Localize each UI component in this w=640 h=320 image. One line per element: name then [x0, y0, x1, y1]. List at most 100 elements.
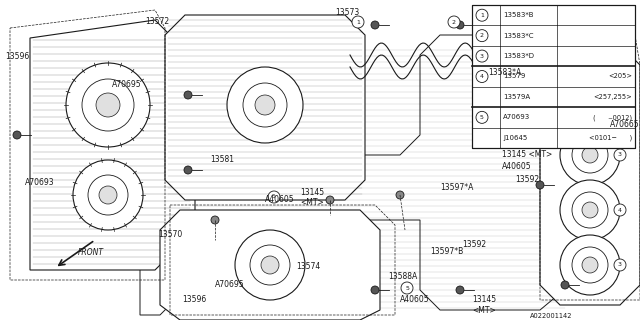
Bar	[472, 5, 635, 148]
Circle shape	[476, 111, 488, 123]
Circle shape	[456, 286, 464, 294]
Text: <MT>: <MT>	[472, 306, 496, 315]
Circle shape	[371, 21, 379, 29]
Text: 13596: 13596	[182, 295, 206, 304]
Text: A70695: A70695	[215, 280, 244, 289]
Text: 13574: 13574	[296, 262, 320, 271]
Text: 2: 2	[480, 33, 484, 38]
Circle shape	[73, 160, 143, 230]
Polygon shape	[165, 15, 365, 200]
Text: 13583*B: 13583*B	[503, 12, 534, 18]
Circle shape	[448, 16, 460, 28]
Circle shape	[582, 147, 598, 163]
Text: 1: 1	[480, 13, 484, 18]
Text: 4: 4	[480, 74, 484, 79]
Circle shape	[560, 180, 620, 240]
Circle shape	[560, 65, 620, 125]
Circle shape	[326, 196, 334, 204]
Text: 13596: 13596	[5, 52, 29, 61]
Text: A70695: A70695	[112, 80, 141, 89]
Circle shape	[88, 175, 128, 215]
Text: <205>: <205>	[608, 74, 632, 79]
Circle shape	[582, 202, 598, 218]
Text: 13579: 13579	[503, 74, 525, 79]
Text: A40605: A40605	[502, 162, 532, 171]
Text: 13592: 13592	[515, 175, 539, 184]
Text: 13573: 13573	[335, 8, 359, 17]
Text: 13597*A: 13597*A	[440, 183, 474, 192]
Circle shape	[255, 95, 275, 115]
Circle shape	[211, 216, 219, 224]
Circle shape	[99, 186, 117, 204]
Circle shape	[82, 79, 134, 131]
Text: 13145: 13145	[472, 295, 496, 304]
Text: A40605: A40605	[400, 295, 429, 304]
Bar	[472, 5, 635, 148]
Circle shape	[572, 192, 608, 228]
Circle shape	[396, 191, 404, 199]
Circle shape	[66, 63, 150, 147]
Circle shape	[250, 245, 290, 285]
Circle shape	[560, 235, 620, 295]
Circle shape	[268, 191, 280, 203]
Circle shape	[352, 16, 364, 28]
Text: 5: 5	[480, 115, 484, 120]
Polygon shape	[540, 45, 640, 305]
Text: 1: 1	[356, 20, 360, 25]
Circle shape	[261, 256, 279, 274]
Circle shape	[561, 66, 569, 74]
Text: A022001142: A022001142	[530, 313, 573, 319]
Text: 3: 3	[618, 153, 622, 157]
Circle shape	[456, 21, 464, 29]
Text: 13583*C: 13583*C	[503, 33, 534, 39]
Circle shape	[96, 93, 120, 117]
Circle shape	[582, 257, 598, 273]
Circle shape	[572, 137, 608, 173]
Circle shape	[227, 67, 303, 143]
Circle shape	[560, 125, 620, 185]
Circle shape	[371, 286, 379, 294]
Polygon shape	[160, 210, 380, 320]
Text: A70693: A70693	[503, 114, 531, 120]
Text: <MT>: <MT>	[300, 198, 324, 207]
Text: 3: 3	[480, 53, 484, 59]
Text: A70693: A70693	[25, 178, 54, 187]
Circle shape	[614, 149, 626, 161]
Circle shape	[476, 9, 488, 21]
Text: 13581: 13581	[210, 155, 234, 164]
Text: <0101−      ): <0101− )	[589, 134, 632, 141]
Circle shape	[614, 204, 626, 216]
Polygon shape	[140, 35, 570, 315]
Text: 2: 2	[452, 20, 456, 25]
Text: A70665: A70665	[610, 120, 639, 129]
Circle shape	[582, 87, 598, 103]
Circle shape	[572, 77, 608, 113]
Text: FRONT: FRONT	[78, 248, 104, 257]
Text: 13588A: 13588A	[388, 272, 417, 281]
Text: 13583*A: 13583*A	[488, 68, 521, 77]
Circle shape	[536, 126, 544, 134]
Text: 5: 5	[405, 285, 409, 291]
Circle shape	[184, 166, 192, 174]
Circle shape	[243, 83, 287, 127]
Circle shape	[561, 281, 569, 289]
Circle shape	[536, 181, 544, 189]
Text: 5: 5	[272, 195, 276, 199]
Text: 13570: 13570	[158, 230, 182, 239]
Circle shape	[476, 70, 488, 83]
Circle shape	[476, 50, 488, 62]
Circle shape	[614, 259, 626, 271]
Text: A40605: A40605	[265, 195, 294, 204]
Text: 13145 <MT>: 13145 <MT>	[502, 150, 552, 159]
Circle shape	[235, 230, 305, 300]
Circle shape	[401, 282, 413, 294]
Text: 13572: 13572	[145, 17, 169, 26]
Text: 13597*B: 13597*B	[430, 247, 463, 256]
Text: 13592: 13592	[462, 240, 486, 249]
Polygon shape	[30, 20, 195, 270]
Circle shape	[184, 91, 192, 99]
Text: 13583*D: 13583*D	[503, 53, 534, 59]
Text: 13579A: 13579A	[503, 94, 530, 100]
Circle shape	[13, 131, 21, 139]
Text: 13145: 13145	[300, 188, 324, 197]
